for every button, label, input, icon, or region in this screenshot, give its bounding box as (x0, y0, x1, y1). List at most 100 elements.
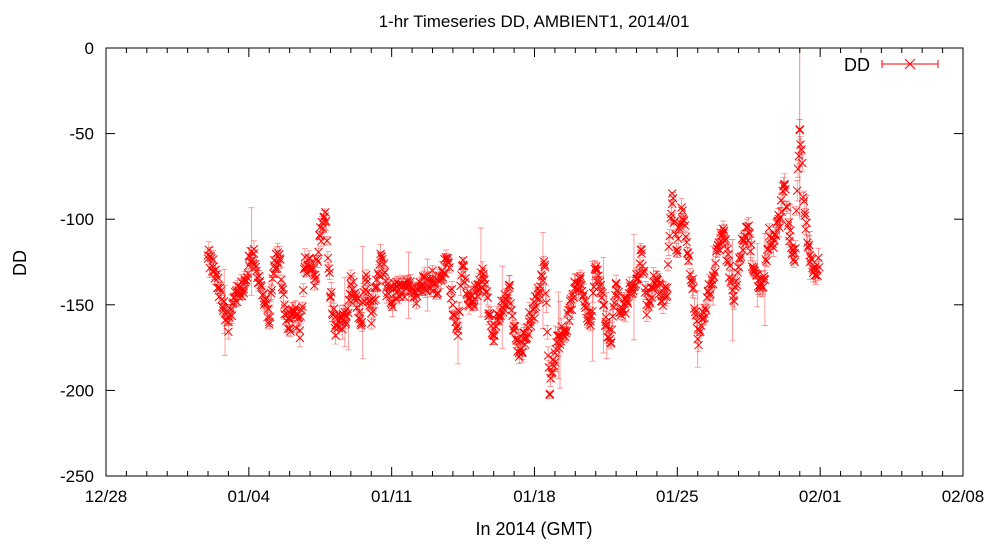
data-point (562, 326, 572, 336)
data-point (813, 271, 822, 281)
data-point (534, 289, 544, 299)
data-point (814, 262, 824, 272)
data-point (458, 255, 468, 265)
data-point (540, 260, 550, 270)
data-point (595, 277, 605, 286)
data-point (484, 309, 493, 318)
data-point (264, 320, 274, 329)
data-point (366, 319, 376, 328)
data-point (325, 268, 334, 278)
data-point (379, 259, 389, 269)
x-axis-label: In 2014 (GMT) (475, 519, 592, 539)
data-point (721, 234, 731, 244)
data-point (265, 312, 275, 322)
data-point (688, 274, 697, 284)
data-point (542, 298, 551, 308)
data-point (294, 313, 304, 322)
data-point (570, 283, 580, 293)
data-point (560, 326, 570, 335)
data-point (672, 248, 682, 258)
data-point (351, 291, 361, 301)
data-point (298, 302, 307, 311)
data-point (708, 279, 718, 289)
data-point (260, 298, 270, 308)
data-point (606, 338, 616, 348)
data-point (204, 245, 214, 255)
data-point (295, 326, 305, 335)
data-point (376, 249, 385, 259)
data-point (525, 317, 534, 327)
data-point (377, 252, 386, 262)
data-point (561, 329, 571, 338)
x-tick-label: 01/04 (228, 487, 271, 506)
data-point (514, 348, 524, 358)
data-point (759, 271, 769, 281)
data-point (241, 277, 250, 287)
data-point (599, 300, 608, 310)
data-point (269, 261, 279, 270)
y-tick-label: -100 (60, 210, 94, 229)
data-point (637, 249, 646, 258)
data-point (229, 298, 238, 307)
data-point (684, 251, 694, 261)
data-point (698, 314, 708, 323)
data-point (277, 282, 287, 292)
data-point (780, 180, 789, 190)
data-point (579, 289, 589, 299)
data-point (224, 317, 233, 327)
data-point (490, 331, 499, 340)
data-point (800, 208, 810, 218)
data-point (224, 327, 233, 337)
data-point (677, 203, 686, 212)
data-point (494, 310, 504, 320)
data-point (536, 270, 546, 279)
data-point (313, 257, 323, 266)
data-point (769, 235, 779, 245)
data-point (443, 257, 453, 267)
data-point (270, 264, 280, 273)
data-point (489, 331, 499, 340)
data-point (606, 338, 616, 347)
data-point (310, 274, 320, 284)
data-point (710, 267, 720, 277)
y-tick-label: 0 (85, 39, 94, 58)
data-point (474, 279, 483, 289)
data-point (341, 317, 351, 327)
data-point (382, 283, 391, 293)
data-point (453, 326, 463, 335)
y-tick-label: -50 (69, 125, 94, 144)
data-point (323, 253, 333, 263)
data-point (326, 288, 336, 297)
data-point (810, 262, 820, 272)
data-point (744, 221, 754, 231)
data-point (505, 280, 515, 290)
data-point (504, 280, 514, 290)
data-point (508, 311, 517, 321)
x-tick-label: 02/08 (942, 487, 985, 506)
data-point (549, 361, 559, 371)
data-point (305, 254, 315, 263)
data-point (249, 244, 259, 254)
data-point (541, 288, 550, 298)
data-point (749, 266, 759, 275)
data-point (627, 283, 636, 293)
data-point (538, 276, 548, 285)
data-point (372, 283, 381, 293)
data-point (775, 212, 785, 222)
data-point (300, 262, 310, 272)
data-point (312, 254, 322, 264)
legend: DD (844, 55, 939, 75)
data-point (680, 221, 690, 230)
data-point (504, 283, 514, 293)
data-point (264, 317, 274, 327)
y-tick-label: -150 (60, 296, 94, 315)
data-point (667, 189, 677, 198)
data-point (769, 243, 778, 252)
data-point (567, 305, 577, 314)
data-point (647, 283, 657, 293)
data-point (683, 249, 692, 258)
data-point (213, 273, 223, 283)
data-point (321, 216, 331, 226)
data-point (320, 207, 330, 217)
